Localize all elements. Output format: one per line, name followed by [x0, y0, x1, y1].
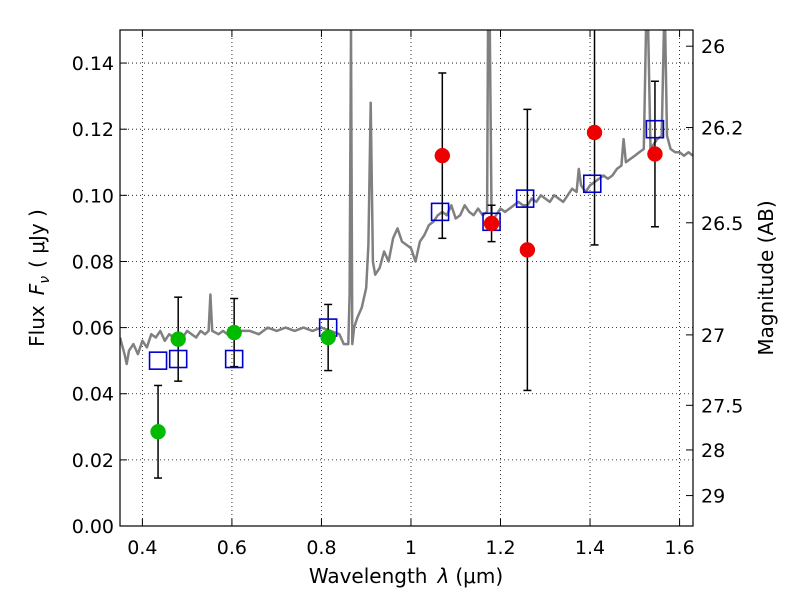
synthetic-photometry-square: [430, 202, 450, 222]
synthetic-photometry-square: [224, 349, 244, 369]
nir-flux-point: [647, 146, 663, 162]
y2-tick-label: 27: [701, 325, 725, 347]
y-tick-label: 0.08: [72, 251, 114, 273]
optical-flux-point: [150, 424, 166, 440]
synthetic-photometry-square: [148, 351, 168, 370]
synthetic-photometry-square: [168, 349, 188, 369]
y-axis-label-text: Flux: [25, 305, 49, 347]
synthetic-photometry-square: [645, 119, 665, 139]
y2-tick-labels: 26 26.2 26.5 27 27.5 28 29: [701, 36, 743, 507]
model-spectrum-line: [120, 30, 693, 366]
x-axis-label-symbol: λ: [437, 564, 450, 588]
synthetic-photometry-square: [582, 174, 602, 194]
y-tick-label: 0.06: [72, 318, 114, 340]
x-tick-label: 1: [405, 537, 417, 559]
x-tick-label: 0.8: [306, 537, 336, 559]
x-tick-label: 0.6: [217, 537, 247, 559]
y-tick-label: 0.02: [72, 450, 114, 472]
y-axis-label-unit: ( μJy ): [25, 209, 49, 268]
nir-flux-point: [434, 147, 451, 164]
nir-flux-point: [586, 124, 603, 141]
x-tick-label: 1.6: [664, 537, 694, 559]
y2-tick-label: 26: [701, 36, 725, 58]
y-tick-label: 0.10: [72, 185, 114, 207]
y2-tick-label: 27.5: [701, 395, 743, 417]
y2-tick-label: 26.2: [701, 118, 743, 140]
y-tick-label: 0.12: [72, 119, 114, 141]
y-tick-label: 0.00: [72, 516, 114, 538]
grid: [120, 30, 693, 527]
optical-flux-point: [320, 329, 336, 346]
y2-tick-label: 26.5: [701, 213, 743, 235]
axis-ticks: [120, 30, 693, 527]
optical-flux-point: [170, 331, 186, 347]
data-markers: [148, 119, 665, 440]
y-tick-label: 0.04: [72, 384, 114, 406]
error-bars: [154, 30, 659, 479]
synthetic-photometry-square: [515, 189, 535, 208]
y-axis-label-symbol: F: [25, 283, 49, 295]
y2-axis-label: Magnitude (AB): [754, 200, 778, 355]
x-axis-label-text: Wavelength: [309, 564, 428, 588]
y2-tick-label: 28: [701, 440, 725, 462]
x-tick-label: 1.4: [575, 537, 605, 559]
y-axis-label: Flux Fν ( μJy ): [25, 209, 53, 347]
y-tick-labels: 0.00 0.02 0.04 0.06 0.08 0.10 0.12 0.14: [72, 53, 114, 538]
optical-flux-point: [226, 324, 242, 341]
x-tick-label: 1.2: [485, 537, 515, 559]
x-axis-label: Wavelength λ (μm): [309, 564, 503, 588]
x-axis-label-unit: (μm): [455, 564, 503, 588]
y2-tick-label: 29: [701, 486, 725, 508]
nir-flux-point: [519, 242, 536, 258]
plot-frame: [119, 29, 694, 527]
x-tick-labels: 0.4 0.6 0.8 1 1.2 1.4 1.6: [127, 537, 694, 559]
x-tick-label: 0.4: [127, 537, 157, 559]
y-axis-label-sub: ν: [37, 276, 53, 284]
nir-flux-point: [483, 215, 500, 232]
y-tick-label: 0.14: [72, 53, 114, 75]
